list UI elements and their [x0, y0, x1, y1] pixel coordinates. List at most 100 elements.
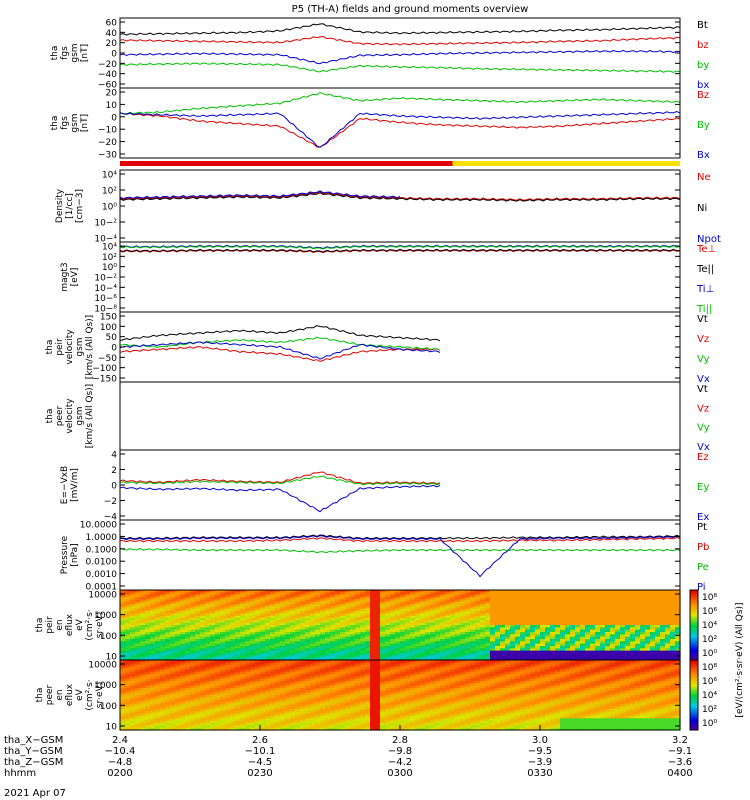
heatmap-cell: [450, 627, 456, 631]
heatmap-cell: [640, 653, 646, 656]
heatmap-cell: [525, 634, 531, 638]
heatmap-cell: [125, 613, 131, 617]
heatmap-cell: [425, 643, 431, 647]
heatmap-cell: [325, 688, 331, 691]
heatmap-cell: [470, 608, 476, 612]
heatmap-cell: [595, 646, 601, 649]
heatmap-cell: [415, 608, 421, 612]
heatmap-cell: [325, 681, 331, 684]
heatmap-cell: [235, 655, 241, 659]
heatmap-cell: [400, 685, 406, 689]
heatmap-cell: [470, 671, 476, 675]
heatmap-cell: [530, 622, 536, 626]
heatmap-cell: [320, 632, 326, 635]
heatmap-cell: [530, 606, 536, 610]
heatmap-cell: [390, 601, 396, 605]
heatmap-cell: [165, 681, 171, 684]
heatmap-cell: [370, 601, 376, 605]
heatmap-cell: [425, 611, 431, 614]
heatmap-cell: [365, 639, 371, 642]
heatmap-cell: [365, 634, 371, 638]
heatmap-cell: [330, 681, 336, 684]
heatmap-cell: [530, 611, 536, 614]
heatmap-cell: [645, 676, 651, 680]
heatmap-cell: [320, 655, 326, 659]
heatmap-cell: [265, 650, 271, 654]
heatmap-cell: [135, 636, 141, 640]
heatmap-cell: [350, 662, 356, 666]
heatmap-cell: [120, 618, 126, 621]
heatmap-cell: [365, 620, 371, 624]
heatmap-cell: [550, 664, 556, 668]
heatmap-cell: [615, 669, 621, 673]
heatmap-cell: [125, 664, 131, 668]
heatmap-cell: [630, 648, 636, 652]
y-axis-label: velocity: [65, 329, 75, 365]
heatmap-cell: [670, 604, 676, 607]
heatmap-cell: [145, 646, 151, 649]
heatmap-cell: [250, 606, 256, 610]
series-line-Ni: [119, 192, 681, 202]
heatmap-cell: [240, 639, 246, 642]
heatmap-cell: [385, 646, 391, 649]
heatmap-cell: [265, 681, 271, 684]
heatmap-cell: [630, 590, 636, 593]
heatmap-cell: [345, 615, 351, 619]
heatmap-cell: [405, 653, 411, 656]
heatmap-cell: [460, 615, 466, 619]
heatmap-cell: [670, 625, 676, 628]
heatmap-cell: [385, 629, 391, 633]
heatmap-cell: [415, 592, 421, 596]
heatmap-cell: [450, 664, 456, 668]
heatmap-cell: [515, 639, 521, 642]
heatmap-cell: [645, 608, 651, 612]
heatmap-cell: [405, 674, 411, 677]
heatmap-cell: [295, 685, 301, 689]
heatmap-cell: [165, 653, 171, 656]
y-tick-label: 10−²: [94, 219, 117, 229]
heatmap-cell: [590, 629, 596, 633]
heatmap-cell: [230, 660, 236, 663]
heatmap-cell: [250, 601, 256, 605]
heatmap-cell: [505, 601, 511, 605]
heatmap-cell: [505, 592, 511, 596]
heatmap-cell: [515, 622, 521, 626]
heatmap-cell: [265, 622, 271, 626]
heatmap-cell: [620, 611, 626, 614]
heatmap-cell: [355, 618, 361, 621]
heatmap-cell: [195, 643, 201, 647]
heatmap-cell: [565, 592, 571, 596]
heatmap-cell: [200, 676, 206, 680]
heatmap-cell: [585, 667, 591, 670]
heatmap-cell: [550, 676, 556, 680]
heatmap-cell: [230, 627, 236, 631]
heatmap-cell: [190, 594, 196, 598]
heatmap-cell: [380, 601, 386, 605]
heatmap-cell: [550, 669, 556, 673]
heatmap-cell: [585, 650, 591, 654]
heatmap-cell: [540, 648, 546, 652]
heatmap-cell: [350, 678, 356, 682]
heatmap-cell: [270, 597, 276, 600]
heatmap-cell: [230, 632, 236, 635]
heatmap-cell: [430, 669, 436, 673]
heatmap-cell: [230, 599, 236, 603]
heatmap-cell: [575, 620, 581, 624]
heatmap-cell: [395, 592, 401, 596]
heatmap-cell: [625, 594, 631, 598]
heatmap-cell: [455, 618, 461, 621]
heatmap-cell: [285, 592, 291, 596]
heatmap-cell: [280, 629, 286, 633]
heatmap-cell: [530, 678, 536, 682]
heatmap-cell: [530, 671, 536, 675]
heatmap-cell: [185, 639, 191, 642]
heatmap-cell: [465, 639, 471, 642]
heatmap-cell: [395, 655, 401, 659]
heatmap-cell: [380, 618, 386, 621]
heatmap-cell: [180, 643, 186, 647]
heatmap-cell: [465, 648, 471, 652]
heatmap-cell: [630, 639, 636, 642]
heatmap-cell: [145, 594, 151, 598]
heatmap-cell: [640, 662, 646, 666]
